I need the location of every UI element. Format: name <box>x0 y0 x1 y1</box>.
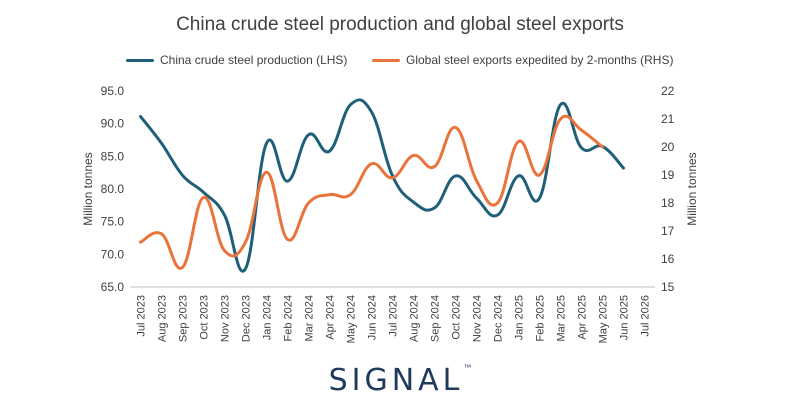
x-tick-label: Apr 2025 <box>577 295 589 340</box>
x-tick-label: Oct 2024 <box>451 295 463 340</box>
legend-swatch-exports <box>372 58 400 62</box>
x-tick-label: Apr 2024 <box>325 295 337 340</box>
signal-logo: SIGNAL™ <box>0 363 800 398</box>
x-tick-label: Jun 2024 <box>367 295 379 340</box>
y-right-axis-title: Million tonnes <box>685 152 699 225</box>
x-tick-label: Dec 2023 <box>241 295 253 342</box>
x-tick-label: Jul 2026 <box>640 295 652 337</box>
y-right-tick-label: 21 <box>661 112 675 126</box>
legend-label-production: China crude steel production (LHS) <box>160 53 348 67</box>
x-tick-label: Dec 2024 <box>493 295 505 342</box>
x-tick-label: Sep 2023 <box>178 295 190 342</box>
x-tick-label: Jan 2024 <box>262 295 274 340</box>
y-left-tick-label: 65.0 <box>101 280 125 294</box>
y-right-tick-label: 22 <box>661 84 675 98</box>
x-tick-label: Jul 2024 <box>388 295 400 337</box>
y-right-tick-label: 19 <box>661 168 675 182</box>
y-right-tick-label: 17 <box>661 224 675 238</box>
series-line-production <box>139 98 625 273</box>
x-tick-label: Aug 2023 <box>157 295 169 342</box>
y-left-tick-label: 95.0 <box>101 84 125 98</box>
chart-legend: China crude steel production (LHS) Globa… <box>0 53 800 71</box>
series-line-exports <box>139 114 604 270</box>
chart-title: China crude steel production and global … <box>176 14 624 35</box>
y-left-axis-title: Million tonnes <box>81 152 95 225</box>
x-tick-label: Aug 2024 <box>409 295 421 342</box>
legend-item-exports: Global steel exports expedited by 2-mont… <box>372 53 673 67</box>
x-tick-label: Sep 2024 <box>430 295 442 342</box>
y-left-tick-label: 75.0 <box>101 215 125 229</box>
y-left-tick-label: 80.0 <box>101 182 125 196</box>
y-right-tick-label: 18 <box>661 196 675 210</box>
x-tick-label: Oct 2023 <box>199 295 211 340</box>
x-tick-label: Nov 2024 <box>472 295 484 342</box>
x-tick-label: Nov 2023 <box>220 295 232 342</box>
x-tick-label: Jun 2025 <box>619 295 631 340</box>
y-right-tick-label: 16 <box>661 252 675 266</box>
logo-trademark: ™ <box>463 363 472 372</box>
x-tick-label: May 2024 <box>346 295 358 343</box>
logo-text: SIGNAL <box>328 363 464 398</box>
y-left-tick-label: 85.0 <box>101 149 125 163</box>
x-tick-label: Feb 2025 <box>535 295 547 341</box>
legend-item-production: China crude steel production (LHS) <box>126 53 347 67</box>
legend-swatch-production <box>126 58 154 62</box>
y-left-tick-label: 90.0 <box>101 117 125 131</box>
x-tick-label: May 2025 <box>598 295 610 343</box>
y-left-tick-label: 70.0 <box>101 247 125 261</box>
x-tick-label: Jan 2025 <box>514 295 526 340</box>
x-tick-label: Mar 2024 <box>304 295 316 341</box>
legend-label-exports: Global steel exports expedited by 2-mont… <box>406 53 674 67</box>
x-tick-label: Feb 2024 <box>283 295 295 341</box>
y-right-tick-label: 15 <box>661 280 675 294</box>
x-tick-label: Jul 2023 <box>136 295 148 337</box>
y-right-tick-label: 20 <box>661 140 675 154</box>
x-tick-label: Mar 2025 <box>556 295 568 341</box>
